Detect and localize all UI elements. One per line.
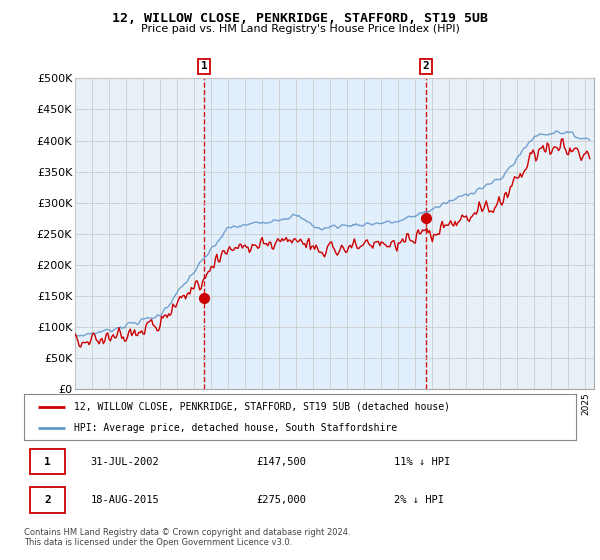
Text: 1: 1 [200, 62, 208, 72]
Text: 2: 2 [44, 495, 51, 505]
Text: 1: 1 [44, 457, 51, 466]
Text: 11% ↓ HPI: 11% ↓ HPI [394, 457, 450, 466]
Text: Contains HM Land Registry data © Crown copyright and database right 2024.
This d: Contains HM Land Registry data © Crown c… [24, 528, 350, 547]
Text: 12, WILLOW CLOSE, PENKRIDGE, STAFFORD, ST19 5UB: 12, WILLOW CLOSE, PENKRIDGE, STAFFORD, S… [112, 12, 488, 25]
Text: £275,000: £275,000 [256, 495, 306, 505]
FancyBboxPatch shape [29, 487, 65, 512]
Bar [204, 78, 426, 389]
Text: 18-AUG-2015: 18-AUG-2015 [90, 495, 159, 505]
Text: HPI: Average price, detached house, South Staffordshire: HPI: Average price, detached house, Sout… [74, 423, 397, 433]
Text: Price paid vs. HM Land Registry's House Price Index (HPI): Price paid vs. HM Land Registry's House … [140, 24, 460, 34]
Text: £147,500: £147,500 [256, 457, 306, 466]
Text: 12, WILLOW CLOSE, PENKRIDGE, STAFFORD, ST19 5UB (detached house): 12, WILLOW CLOSE, PENKRIDGE, STAFFORD, S… [74, 402, 449, 412]
Text: 2% ↓ HPI: 2% ↓ HPI [394, 495, 444, 505]
Text: 2: 2 [422, 62, 430, 72]
Text: 31-JUL-2002: 31-JUL-2002 [90, 457, 159, 466]
FancyBboxPatch shape [29, 449, 65, 474]
